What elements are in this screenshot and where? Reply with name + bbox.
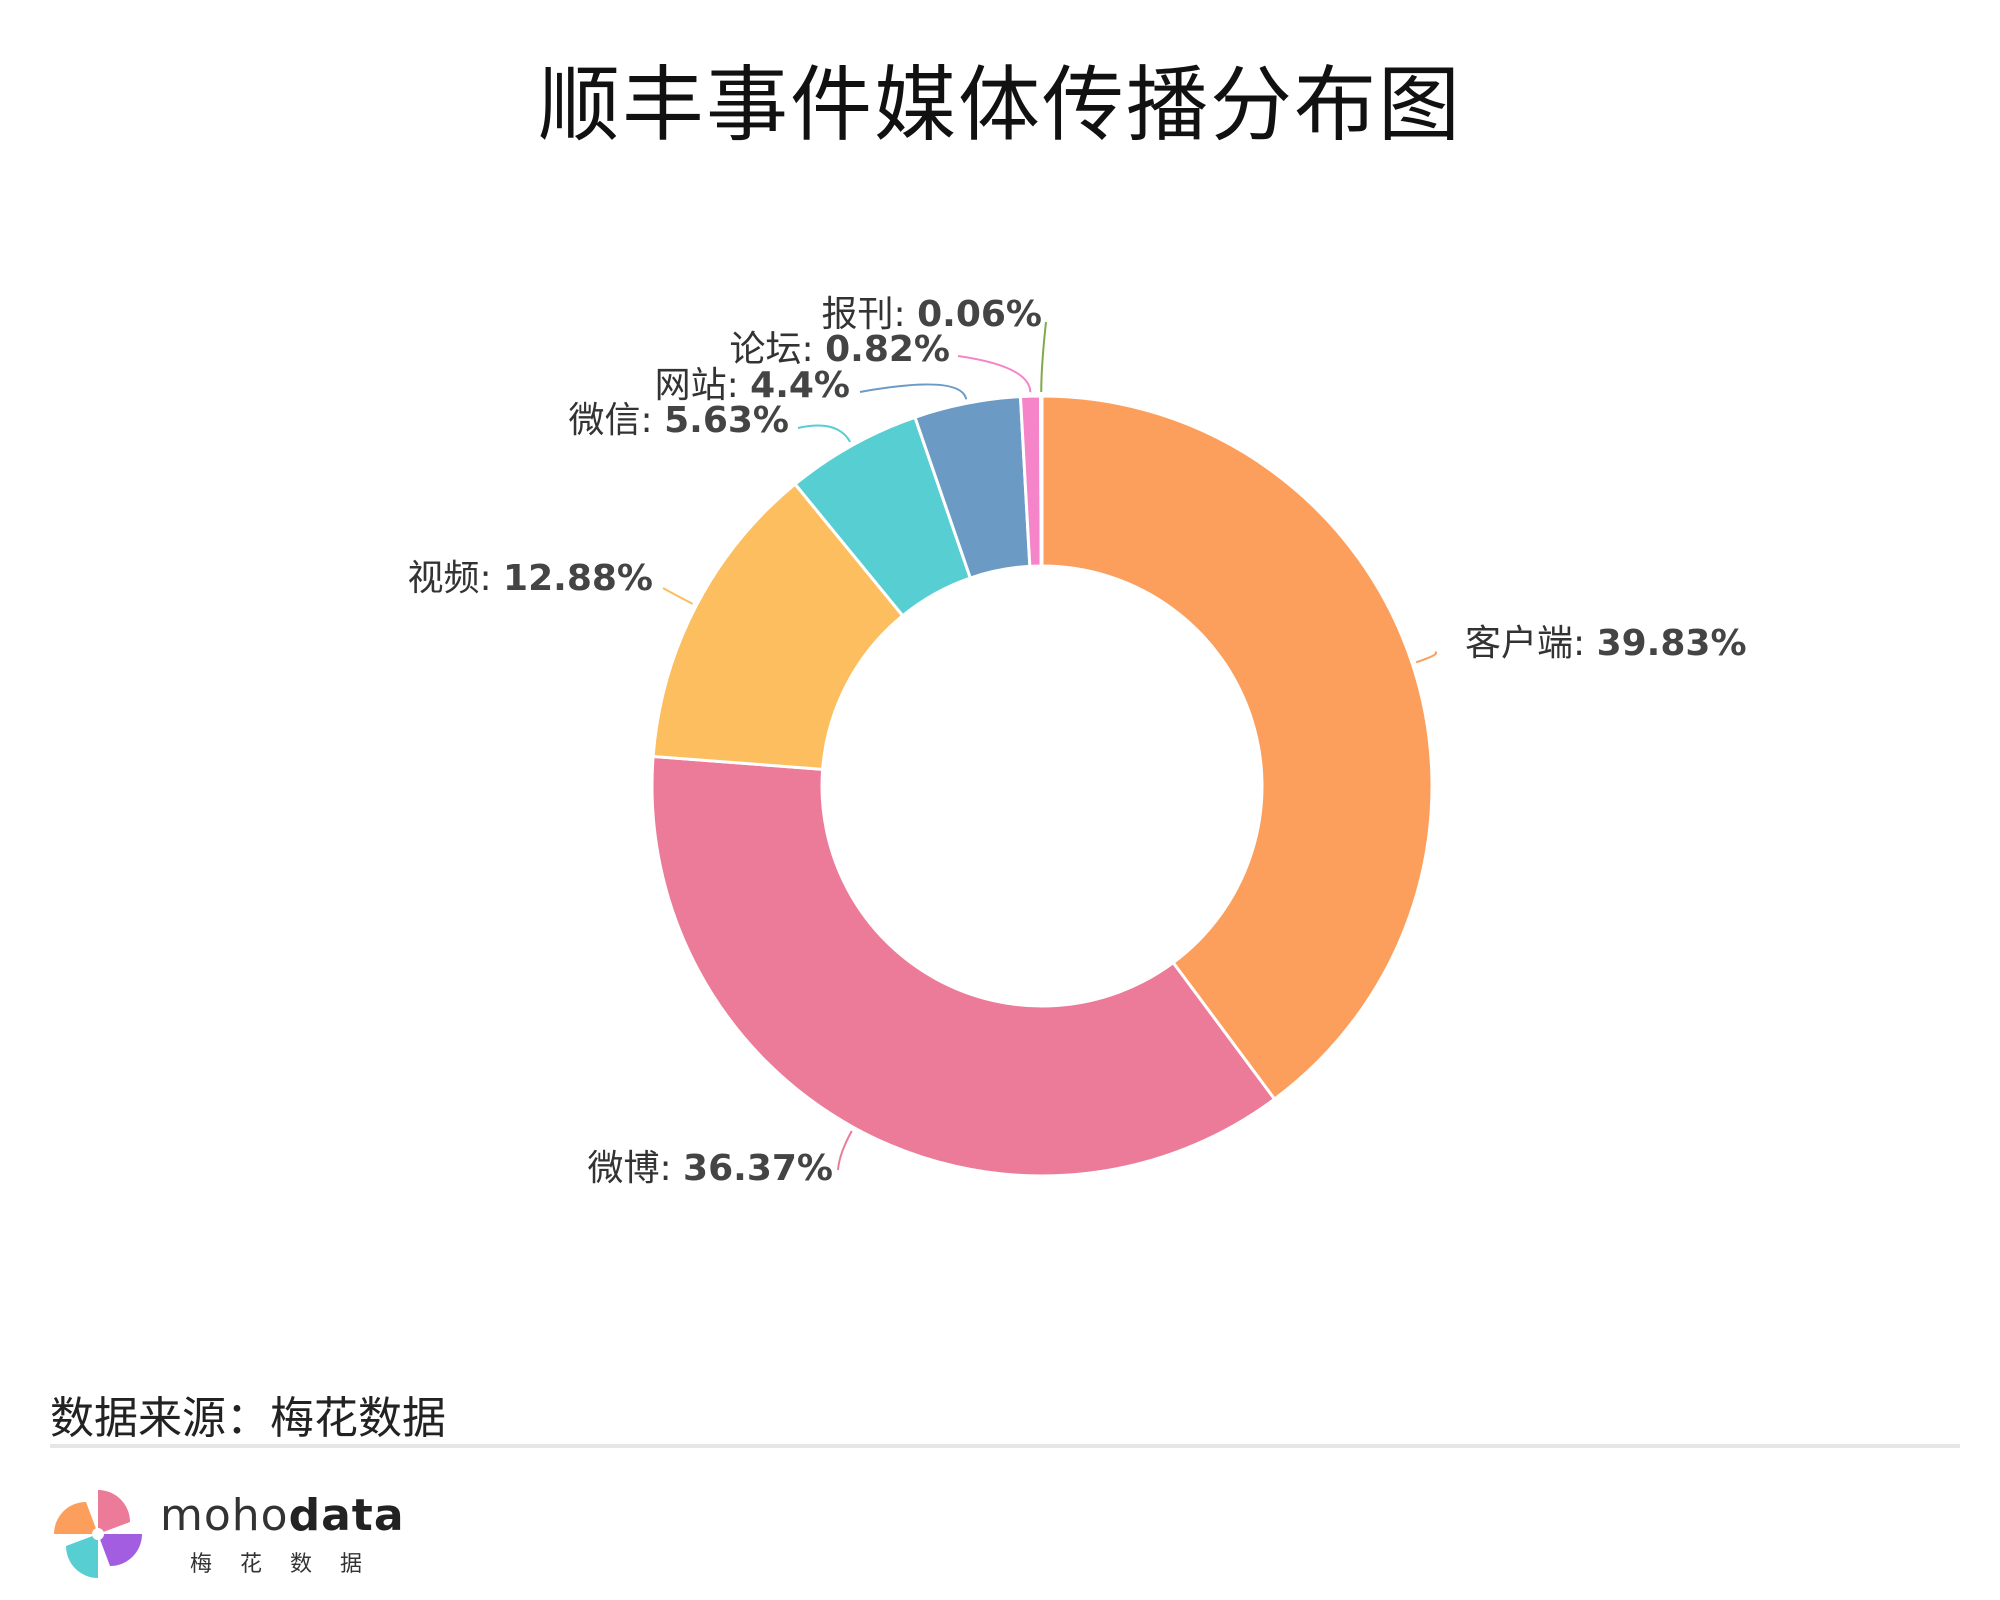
- slice-label-value-1: 36.37%: [683, 1148, 833, 1189]
- slice-label-3: 微信: 5.63%: [569, 400, 789, 441]
- leader-line-2: [662, 587, 694, 605]
- brand-subtitle: 梅花数据: [190, 1552, 391, 1577]
- donut-chart: 客户端: 39.83% 微博: 36.37% 视频: 12.88% 微信: 5.63%…: [407, 294, 1747, 1189]
- pinwheel-logo-icon: [54, 1490, 142, 1578]
- leader-line-3: [797, 424, 851, 443]
- slice-label-value-6: 0.06%: [917, 294, 1042, 335]
- brand-light: moho: [160, 1490, 289, 1541]
- slice-label-name-3: 微信:: [569, 400, 665, 441]
- chart-title: 顺丰事件媒体传播分布图: [537, 58, 1462, 153]
- slice-label-5: 论坛: 0.82%: [730, 329, 950, 370]
- slice-label-name-4: 网站:: [655, 365, 751, 406]
- leader-line-1: [837, 1130, 853, 1171]
- slice-label-value-0: 39.83%: [1597, 623, 1747, 664]
- footer-divider: [50, 1444, 1960, 1448]
- slice-label-name-1: 微博:: [587, 1148, 683, 1189]
- slice-2: [651, 482, 905, 771]
- leader-line-6: [1040, 321, 1047, 393]
- slice-label-value-5: 0.82%: [825, 329, 950, 370]
- slice-label-value-3: 5.63%: [664, 400, 789, 441]
- slice-6: [1039, 394, 1044, 568]
- slice-label-0: 客户端: 39.83%: [1465, 623, 1747, 664]
- slice-label-name-6: 报刊:: [822, 294, 918, 335]
- slice-label-value-4: 4.4%: [750, 365, 850, 406]
- slice-0: [1040, 394, 1434, 1102]
- slice-label-value-2: 12.88%: [503, 558, 653, 599]
- slice-label-6: 报刊: 0.06%: [822, 294, 1042, 335]
- leader-line-0: [1415, 651, 1437, 664]
- slice-label-1: 微博: 36.37%: [587, 1148, 833, 1189]
- leader-line-5: [957, 355, 1032, 393]
- slice-label-2: 视频: 12.88%: [407, 558, 653, 599]
- slice-1: [650, 754, 1277, 1178]
- brand-bold: data: [288, 1490, 405, 1541]
- slice-label-4: 网站: 4.4%: [655, 365, 850, 406]
- brand-wordmark: mohodata: [160, 1490, 405, 1541]
- slice-label-name-2: 视频:: [407, 558, 503, 599]
- leader-line-4: [859, 383, 968, 400]
- slice-label-name-0: 客户端:: [1465, 623, 1597, 664]
- data-source: 数据来源：梅花数据: [50, 1393, 446, 1444]
- slice-label-name-5: 论坛:: [730, 329, 826, 370]
